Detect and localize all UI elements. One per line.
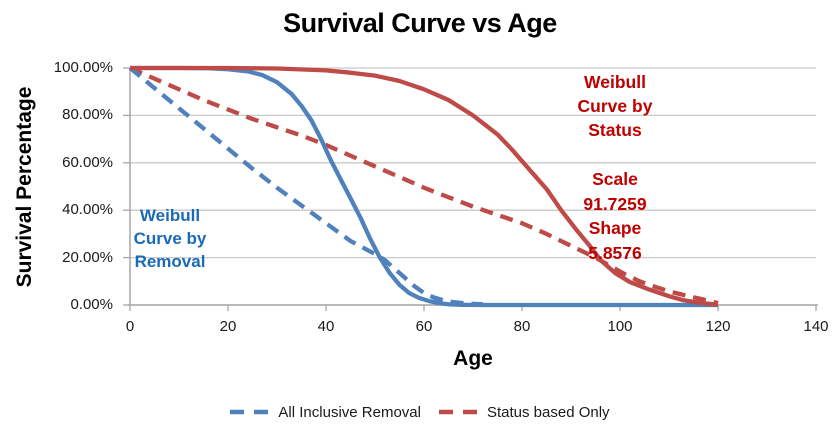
annotation-line: Curve by bbox=[133, 229, 207, 248]
x-tick-label: 100 bbox=[607, 318, 633, 335]
annotation-line-scale-label: Scale bbox=[592, 169, 638, 189]
y-tick-label: 60.00% bbox=[62, 153, 113, 171]
legend-dash-swatch-red bbox=[438, 409, 477, 415]
x-tick-label: 60 bbox=[415, 318, 433, 335]
x-tick-label: 0 bbox=[125, 318, 135, 335]
annotation-weibull-curve-by-removal: Weibull Curve by Removal bbox=[122, 204, 218, 273]
legend-item-all-inclusive-removal: All Inclusive Removal bbox=[230, 404, 421, 421]
x-tick-label: 20 bbox=[219, 318, 237, 335]
chart-title: Survival Curve vs Age bbox=[283, 8, 557, 38]
annotation-line-shape-label: Shape bbox=[588, 218, 642, 238]
series-all-inclusive-removal bbox=[128, 66, 483, 307]
annotation-line: Removal bbox=[134, 252, 206, 271]
x-tick-label: 80 bbox=[513, 318, 531, 335]
y-tick-label: 80.00% bbox=[62, 106, 113, 124]
chart-legend: All Inclusive Removal Status based Only bbox=[0, 399, 840, 425]
annotation-line-scale-value: 91.7259 bbox=[583, 193, 647, 214]
series-status-based-only bbox=[129, 66, 719, 306]
x-tick-label: 140 bbox=[803, 318, 829, 335]
y-tick-label: 100.00% bbox=[53, 59, 113, 76]
x-tick-label: 40 bbox=[317, 318, 335, 335]
annotation-line: Weibull bbox=[584, 72, 646, 92]
annotation-line: Status bbox=[588, 120, 642, 140]
annotation-line-shape-value: 5.8576 bbox=[588, 242, 642, 263]
annotation-weibull-curve-by-status: Weibull Curve by Status bbox=[562, 70, 668, 142]
legend-dash-swatch-blue bbox=[230, 409, 269, 415]
y-tick-label: 40.00% bbox=[62, 201, 113, 219]
y-tick-label: 0.00% bbox=[70, 296, 113, 313]
series-weibull-curve-by-status bbox=[130, 65, 719, 307]
x-tick-label: 120 bbox=[705, 318, 731, 335]
x-axis-title: Age bbox=[453, 347, 493, 370]
y-tick-label: 20.00% bbox=[62, 248, 113, 266]
annotation-scale-shape-values: Scale 91.7259 Shape 5.8576 bbox=[560, 167, 670, 265]
series-weibull-curve-by-removal bbox=[130, 65, 718, 308]
annotation-line: Curve by bbox=[577, 96, 653, 116]
legend-item-status-based-only: Status based Only bbox=[438, 403, 610, 421]
y-axis-title: Survival Percentage bbox=[13, 86, 36, 288]
annotation-line: Weibull bbox=[139, 206, 201, 225]
legend-label: All Inclusive Removal bbox=[278, 403, 421, 421]
legend-label: Status based Only bbox=[486, 403, 610, 421]
